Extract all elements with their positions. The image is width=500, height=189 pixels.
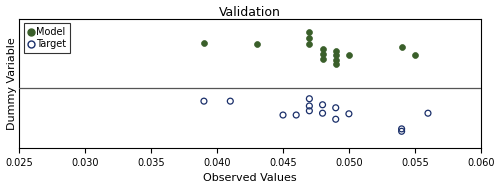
Point [318,112,326,115]
Point [424,112,432,115]
Point [345,53,353,56]
Point [318,57,326,60]
Point [332,63,340,66]
Point [306,43,314,46]
Point [226,100,234,103]
Point [318,52,326,55]
Point [200,41,208,44]
Point [292,114,300,117]
Point [318,47,326,50]
Point [306,97,314,100]
Point [398,130,406,133]
Point [332,58,340,61]
Y-axis label: Dummy Variable: Dummy Variable [6,37,16,130]
Point [200,100,208,103]
Point [332,49,340,52]
Point [279,114,287,117]
Point [318,103,326,106]
X-axis label: Observed Values: Observed Values [203,174,297,184]
Point [332,118,340,121]
Point [411,53,419,56]
Point [332,53,340,56]
Point [345,112,353,115]
Point [306,31,314,34]
Point [306,105,314,108]
Point [306,37,314,40]
Point [398,45,406,48]
Legend: Model, Target: Model, Target [24,23,70,53]
Title: Validation: Validation [219,5,281,19]
Point [252,42,260,45]
Point [306,109,314,112]
Point [398,127,406,130]
Point [332,106,340,109]
